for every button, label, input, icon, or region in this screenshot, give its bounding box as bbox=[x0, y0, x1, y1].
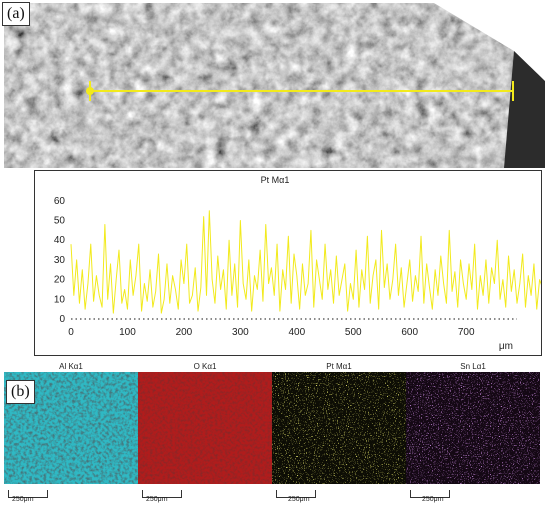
sem-image bbox=[4, 3, 545, 168]
map-sn bbox=[406, 372, 540, 484]
x-axis-label: μm bbox=[499, 341, 513, 352]
y-tick-label: 60 bbox=[54, 196, 66, 207]
x-tick-label: 700 bbox=[458, 327, 475, 338]
scalebar-label-sn: 250μm bbox=[422, 496, 444, 503]
chart-title: Pt Mα1 bbox=[261, 175, 290, 185]
map-title-sn: Sn Lα1 bbox=[460, 362, 486, 371]
map-title-pt: Pt Mα1 bbox=[326, 362, 352, 371]
sample-edge bbox=[504, 51, 545, 168]
line-scan-start-marker bbox=[86, 87, 94, 95]
map-title-al: Al Kα1 bbox=[59, 362, 83, 371]
y-tick-label: 10 bbox=[54, 294, 66, 305]
x-tick-label: 300 bbox=[232, 327, 249, 338]
map-pt bbox=[272, 372, 406, 484]
x-tick-label: 400 bbox=[288, 327, 305, 338]
x-tick-label: 600 bbox=[401, 327, 418, 338]
scalebar-label-o: 250μm bbox=[146, 496, 168, 503]
x-tick-label: 100 bbox=[119, 327, 136, 338]
scalebar-label-pt: 250μm bbox=[288, 496, 310, 503]
x-tick-label: 200 bbox=[176, 327, 193, 338]
map-o bbox=[138, 372, 272, 484]
panel-label-a: (a) bbox=[2, 2, 30, 26]
scalebar-label-al: 250μm bbox=[12, 496, 34, 503]
scalebar-al bbox=[8, 490, 48, 498]
y-tick-label: 0 bbox=[59, 314, 65, 325]
scalebar-o bbox=[142, 490, 182, 498]
scalebar-sn bbox=[410, 490, 450, 498]
map-al bbox=[4, 372, 138, 484]
y-tick-label: 20 bbox=[54, 275, 66, 286]
y-tick-label: 50 bbox=[54, 216, 66, 227]
y-tick-label: 30 bbox=[54, 255, 66, 266]
line-profile-chart: Pt Mα1 μm 0 10 20 30 40 50 60 0 100 200 300 400 500 6… bbox=[34, 170, 542, 356]
sem-micrograph bbox=[4, 3, 545, 168]
x-tick-label: 500 bbox=[345, 327, 362, 338]
panel-label-b: (b) bbox=[6, 380, 35, 404]
series-line-pt bbox=[70, 210, 541, 314]
y-tick-label: 40 bbox=[54, 235, 66, 246]
eds-maps: Al Kα1 O Kα1 Pt Mα1 Sn Lα1 bbox=[4, 360, 545, 508]
x-tick-label: 0 bbox=[68, 327, 74, 338]
map-title-o: O Kα1 bbox=[193, 362, 217, 371]
scalebar-pt bbox=[276, 490, 316, 498]
